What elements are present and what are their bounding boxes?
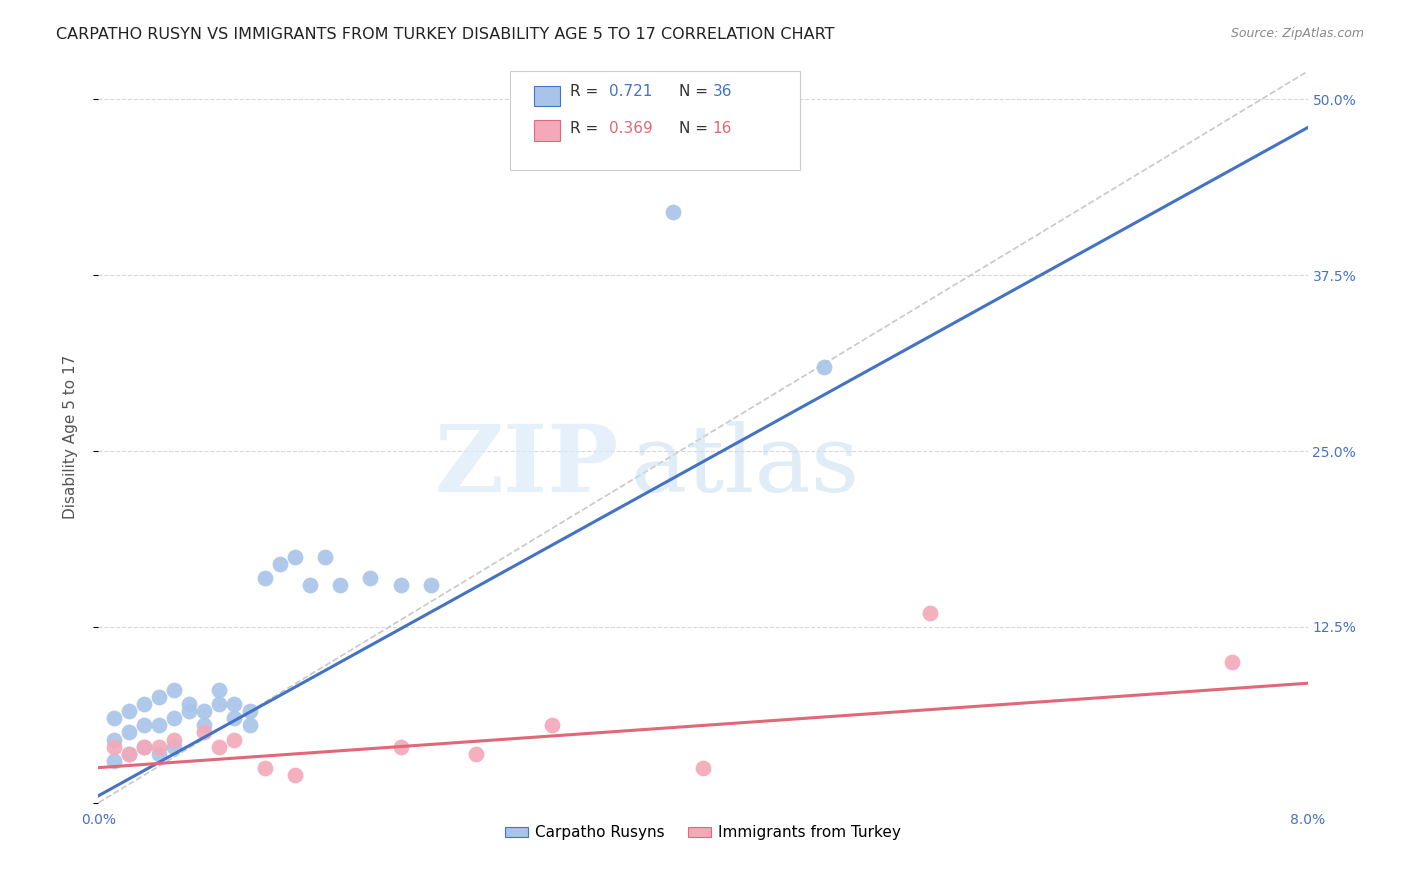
Point <box>193 718 215 732</box>
Point <box>179 705 201 719</box>
Point <box>284 549 307 564</box>
Point <box>253 761 276 775</box>
Point <box>208 698 231 712</box>
Point <box>918 606 941 620</box>
Text: CARPATHO RUSYN VS IMMIGRANTS FROM TURKEY DISABILITY AGE 5 TO 17 CORRELATION CHAR: CARPATHO RUSYN VS IMMIGRANTS FROM TURKEY… <box>56 27 835 42</box>
Text: 0.369: 0.369 <box>609 121 652 136</box>
Point <box>103 732 125 747</box>
Point <box>389 578 412 592</box>
Point <box>389 739 412 754</box>
Point <box>239 718 262 732</box>
Point <box>163 711 186 725</box>
Point <box>163 732 186 747</box>
Point <box>132 698 155 712</box>
Point <box>269 557 291 571</box>
Point <box>148 747 170 761</box>
FancyBboxPatch shape <box>534 86 561 106</box>
Point <box>253 571 276 585</box>
Point <box>224 698 246 712</box>
Point <box>314 549 336 564</box>
Point <box>224 711 246 725</box>
Point <box>329 578 352 592</box>
Text: ZIP: ZIP <box>434 421 619 511</box>
Point <box>239 705 262 719</box>
Point <box>661 205 683 219</box>
Point <box>465 747 488 761</box>
Text: N =: N = <box>679 121 713 136</box>
Point <box>118 747 141 761</box>
Y-axis label: Disability Age 5 to 17: Disability Age 5 to 17 <box>63 355 77 519</box>
Point <box>118 747 141 761</box>
Point <box>360 571 382 585</box>
Text: 16: 16 <box>713 121 733 136</box>
Legend: Carpatho Rusyns, Immigrants from Turkey: Carpatho Rusyns, Immigrants from Turkey <box>499 819 907 847</box>
Point <box>692 761 714 775</box>
Point <box>299 578 322 592</box>
Point <box>1220 655 1243 669</box>
Point <box>132 739 155 754</box>
Text: 0.721: 0.721 <box>609 85 652 99</box>
Point <box>284 767 307 781</box>
Point <box>103 711 125 725</box>
Point <box>103 739 125 754</box>
Point <box>179 698 201 712</box>
Point <box>103 754 125 768</box>
FancyBboxPatch shape <box>509 71 800 170</box>
Point <box>540 718 562 732</box>
Point <box>163 739 186 754</box>
Text: 36: 36 <box>713 85 733 99</box>
Point <box>148 739 170 754</box>
Text: R =: R = <box>569 85 603 99</box>
Point <box>148 718 170 732</box>
Point <box>132 739 155 754</box>
Point <box>193 705 215 719</box>
Text: R =: R = <box>569 121 603 136</box>
Point <box>813 359 835 374</box>
Text: N =: N = <box>679 85 713 99</box>
Point <box>148 690 170 705</box>
FancyBboxPatch shape <box>534 120 561 141</box>
Point <box>163 683 186 698</box>
Point <box>420 578 443 592</box>
Point <box>224 732 246 747</box>
Point <box>208 739 231 754</box>
Text: Source: ZipAtlas.com: Source: ZipAtlas.com <box>1230 27 1364 40</box>
Point <box>193 725 215 739</box>
Point <box>208 683 231 698</box>
Point <box>118 705 141 719</box>
Point <box>118 725 141 739</box>
Point <box>132 718 155 732</box>
Text: atlas: atlas <box>630 421 859 511</box>
